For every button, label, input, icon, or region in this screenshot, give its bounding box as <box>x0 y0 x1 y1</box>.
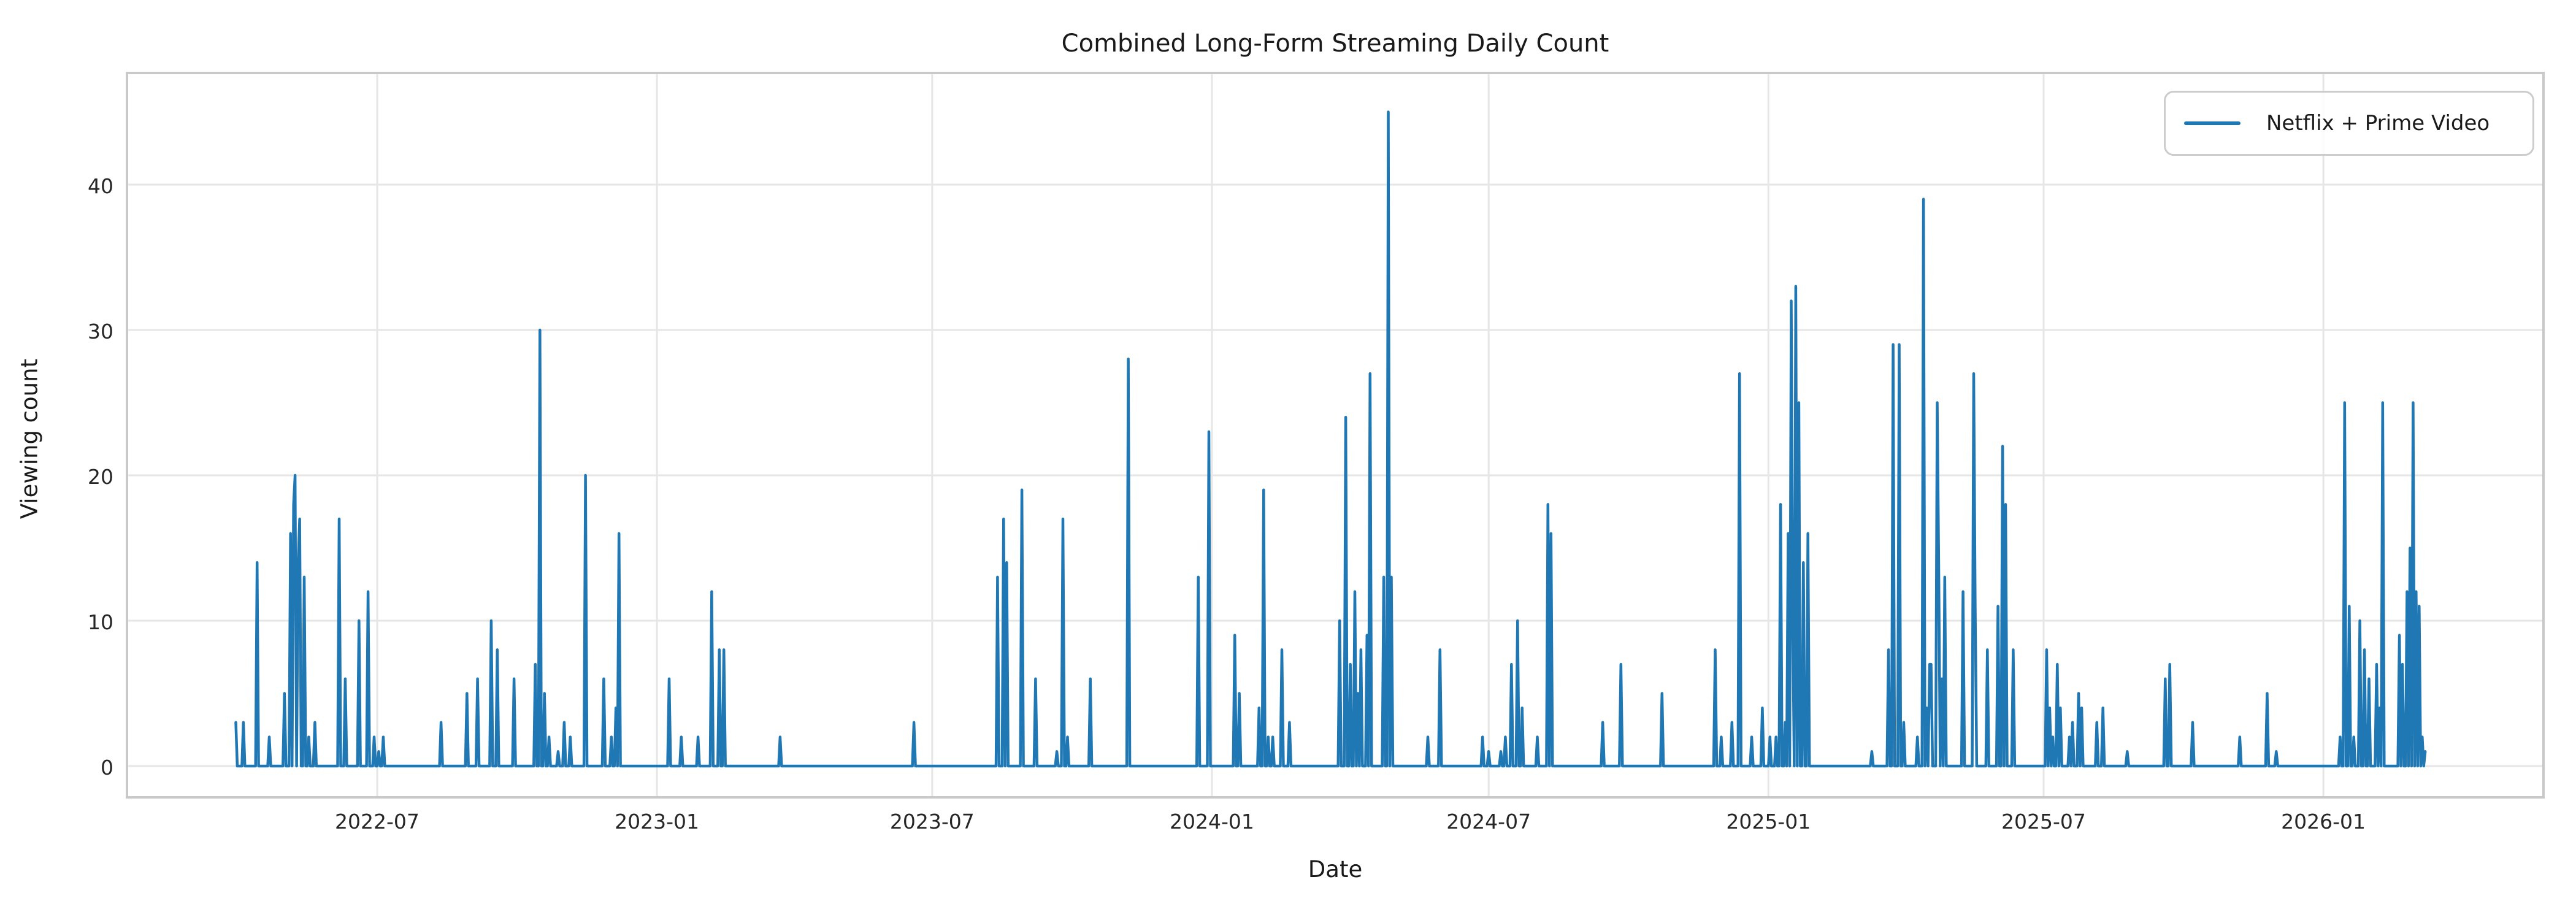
y-tick-label: 0 <box>101 756 113 780</box>
y-tick-label: 20 <box>88 465 113 489</box>
x-tick-label: 2024-01 <box>1170 810 1254 834</box>
y-tick-label: 30 <box>88 320 113 343</box>
x-tick-label: 2026-01 <box>2281 810 2366 834</box>
series-line-netflix-prime-video <box>234 110 2427 768</box>
legend-line-sample <box>2184 121 2241 125</box>
axes-frame <box>126 72 2545 799</box>
x-tick-label: 2023-07 <box>889 810 975 834</box>
x-tick-label: 2023-01 <box>615 810 700 834</box>
legend-series-label: Netflix + Prime Video <box>2266 111 2490 136</box>
y-axis-label: Viewing count <box>16 358 43 519</box>
x-axis-label: Date <box>1308 856 1363 883</box>
x-tick-label: 2025-07 <box>2001 810 2086 834</box>
legend-box: Netflix + Prime Video <box>2164 91 2534 156</box>
chart-title: Combined Long-Form Streaming Daily Count <box>1061 29 1609 58</box>
x-tick-label: 2022-07 <box>335 810 420 834</box>
y-tick-label: 10 <box>88 610 113 634</box>
x-tick-label: 2025-01 <box>1726 810 1811 834</box>
x-tick-label: 2024-07 <box>1446 810 1531 834</box>
y-tick-label: 40 <box>88 174 113 198</box>
